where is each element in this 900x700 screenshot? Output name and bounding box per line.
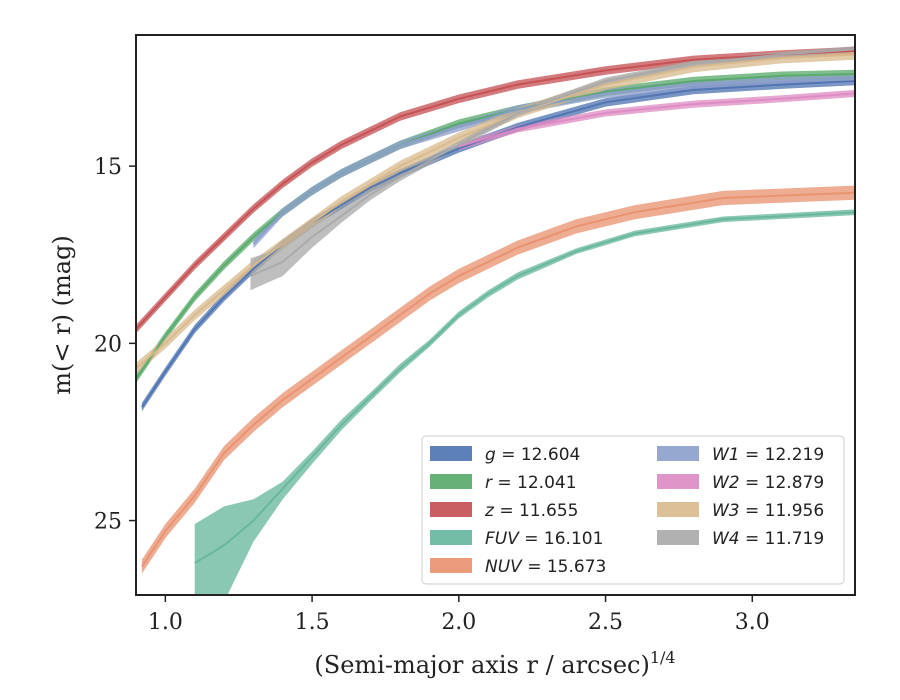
y-axis-label: m(< r) (mag) — [48, 235, 76, 394]
legend-label-r: r = 12.041 — [485, 473, 577, 493]
line-z — [136, 49, 855, 330]
legend-frame — [421, 435, 845, 585]
line-nuv — [141, 191, 855, 568]
legend-swatch-w4 — [657, 530, 699, 545]
legend-label-w1: W1 = 12.219 — [712, 445, 824, 465]
line-fuv — [194, 211, 855, 564]
legend-label-fuv: FUV = 16.101 — [485, 529, 603, 549]
legend-label-z: z = 11.655 — [484, 501, 578, 521]
line-w2 — [458, 92, 855, 148]
x-tick-label: 1.5 — [295, 610, 330, 635]
y-tick-label: 25 — [94, 510, 122, 535]
legend-swatch-w2 — [657, 474, 699, 489]
legend-swatch-fuv — [430, 530, 472, 545]
line-w1 — [252, 78, 855, 245]
x-tick-label: 2.0 — [441, 610, 476, 635]
band-z — [136, 46, 855, 334]
legend-swatch-g — [430, 446, 472, 461]
x-axis-label-exponent: 1/4 — [650, 648, 676, 667]
x-axis-ticks: 1.0 1.5 2.0 2.5 3.0 — [148, 595, 770, 635]
line-w3 — [136, 53, 855, 369]
legend: g = 12.604 r = 12.041 z = 11.655 FUV = 16.1… — [421, 435, 845, 585]
y-tick-label: 20 — [94, 332, 122, 357]
x-tick-label: 3.0 — [735, 610, 770, 635]
line-w4 — [250, 48, 855, 277]
series-lines — [136, 48, 855, 568]
legend-label-w3: W3 = 11.956 — [712, 501, 824, 521]
legend-label-w4: W4 = 11.719 — [712, 529, 824, 549]
y-tick-label: 15 — [94, 155, 122, 180]
legend-swatch-w1 — [657, 446, 699, 461]
band-w1 — [253, 75, 855, 249]
legend-swatch-w3 — [657, 502, 699, 517]
legend-swatch-z — [430, 502, 472, 517]
legend-label-g: g = 12.604 — [485, 445, 580, 465]
line-g — [141, 80, 855, 408]
legend-swatch-nuv — [430, 558, 472, 573]
band-nuv — [141, 185, 855, 574]
legend-label-nuv: NUV = 15.673 — [485, 557, 606, 577]
y-axis-ticks: 15 20 25 — [94, 155, 136, 535]
x-tick-label: 2.5 — [588, 610, 623, 635]
x-axis-label: (Semi-major axis r / arcsec)1/4 — [314, 648, 675, 679]
plot-frame — [135, 34, 856, 596]
legend-label-w2: W2 = 12.879 — [712, 473, 824, 493]
x-tick-label: 1.0 — [148, 610, 183, 635]
legend-swatch-r — [430, 474, 472, 489]
